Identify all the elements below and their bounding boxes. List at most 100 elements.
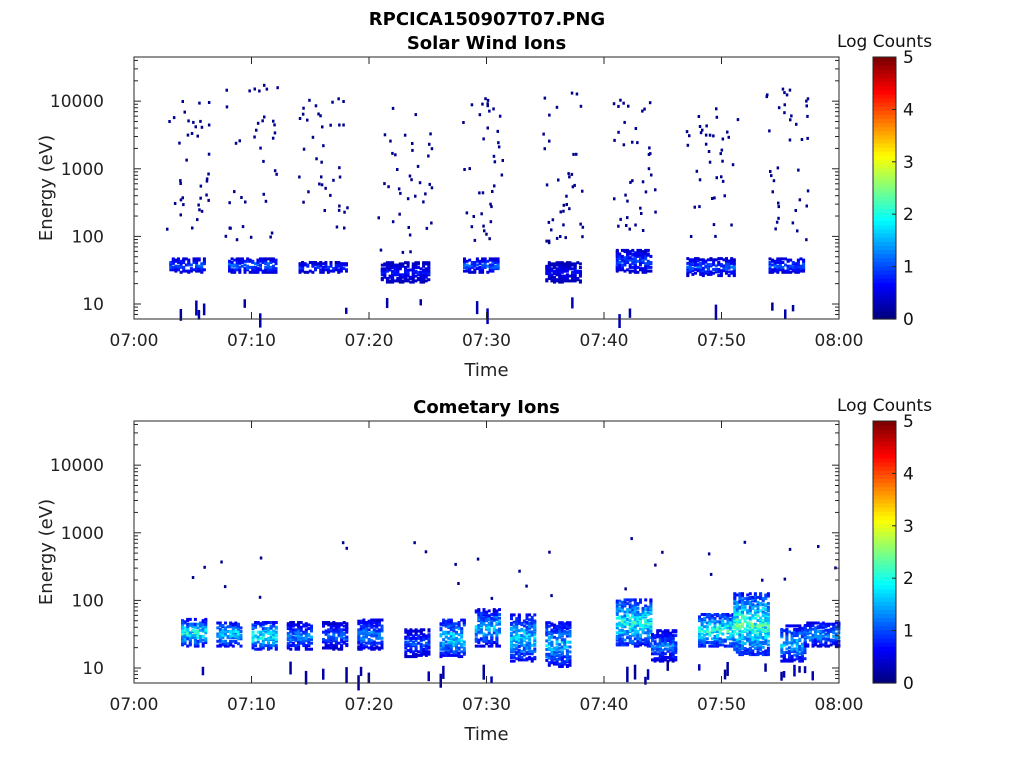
spectrogram-cell (558, 269, 562, 273)
spectrogram-cell (713, 639, 717, 643)
spectrogram-cell (563, 262, 567, 266)
spectrogram-cell (821, 621, 825, 625)
spectrogram-cell (718, 631, 722, 635)
colorbar-segment (873, 81, 896, 87)
spectrogram-cell (770, 174, 773, 178)
spectrogram-cell (477, 641, 481, 644)
spectrogram-cell (663, 634, 667, 638)
spectrogram-cell (207, 152, 211, 156)
spectrogram-cell (674, 634, 678, 638)
spectrogram-cell (658, 629, 662, 633)
spectrogram-cell (803, 648, 807, 652)
spectrogram-cell (570, 91, 574, 95)
spectrogram-cell (492, 627, 496, 631)
spectrogram-cell (651, 635, 654, 639)
spectrogram-cell (404, 635, 408, 639)
colorbar-segment (873, 61, 896, 66)
spectrogram-cell (558, 643, 562, 647)
spectrogram-cell (383, 182, 386, 186)
spectrogram-cell (235, 265, 239, 269)
spectrogram-cell (372, 621, 376, 624)
spectrogram-cell (419, 649, 423, 652)
spectrogram-cell (191, 622, 195, 626)
spectrogram-cell (196, 134, 199, 138)
spectrogram-cell (195, 264, 199, 268)
spectrogram-cell (712, 263, 716, 267)
spectrogram-cell (297, 621, 301, 624)
spectrogram-cell (324, 621, 328, 624)
spectrogram-cell (545, 655, 549, 659)
spectrogram-cell (191, 576, 195, 579)
spectrogram-cell (560, 261, 564, 265)
colorbar-tick-label: 1 (903, 258, 914, 278)
colorbar-segment (873, 646, 896, 651)
spectrogram-cell (717, 260, 721, 264)
panel-title: Cometary Ions (413, 397, 560, 418)
spectrogram-cell (618, 615, 622, 619)
burst-cells (463, 257, 500, 325)
spectrogram-cell (565, 278, 569, 282)
spectrogram-cell (710, 614, 714, 618)
spectrogram-cell (322, 638, 325, 641)
spectrogram-cell (362, 621, 366, 624)
spectrogram-cell (671, 647, 675, 651)
x-tick-label: 07:30 (462, 695, 511, 715)
spectrogram-cell (548, 550, 551, 554)
spectrogram-cell (491, 268, 495, 272)
spectrogram-cell (174, 268, 178, 272)
spectrogram-cell (196, 636, 200, 640)
colorbar-segment (873, 290, 896, 296)
spectrogram-cell (761, 603, 765, 607)
colorbar-segment (873, 228, 896, 234)
spectrogram-cell (644, 631, 648, 635)
spectrogram-cell (751, 595, 755, 599)
spectrogram-cell (641, 606, 645, 610)
spectrogram-cell (788, 646, 791, 650)
spectrogram-cell (581, 189, 584, 193)
spectrogram-cell (329, 635, 333, 639)
spectrogram-cell (483, 257, 487, 261)
spectrogram-cell (196, 218, 199, 222)
spectrogram-cell (761, 619, 765, 622)
spectrogram-cell (340, 638, 344, 641)
spectrogram-cell (816, 621, 820, 625)
spectrogram-cell (733, 645, 737, 649)
spectrogram-cell (495, 642, 499, 646)
spectrogram-cell (340, 622, 344, 626)
spectrogram-cell (618, 314, 621, 329)
spectrogram-cell (332, 644, 336, 648)
spectrogram-cell (329, 642, 333, 646)
spectrogram-cell (780, 659, 784, 663)
spectrogram-cell (698, 632, 701, 636)
spectrogram-cell (563, 640, 567, 644)
spectrogram-cell (686, 271, 690, 275)
spectrogram-cell (357, 638, 361, 641)
spectrogram-cell (649, 152, 652, 156)
spectrogram-cell (409, 639, 413, 643)
spectrogram-cell (234, 630, 238, 633)
spectrogram-cell (723, 194, 726, 198)
spectrogram-cell (370, 630, 374, 634)
spectrogram-cell (530, 643, 534, 647)
spectrogram-cell (735, 623, 739, 627)
spectrogram-cell (784, 257, 787, 261)
spectrogram-cell (485, 626, 489, 630)
spectrogram-cell (741, 622, 744, 626)
spectrogram-cell (746, 628, 750, 632)
spectrogram-cell (751, 622, 755, 626)
spectrogram-cell (301, 112, 305, 116)
spectrogram-cell (486, 102, 489, 106)
spectrogram-cell (370, 633, 374, 637)
spectrogram-cell (424, 634, 428, 638)
spectrogram-cell (345, 268, 348, 272)
spectrogram-cell (618, 639, 622, 643)
spectrogram-cell (302, 623, 306, 627)
spectrogram-cell (790, 657, 794, 661)
colorbar-label: Log Counts (837, 396, 932, 416)
spectrogram-cell (182, 203, 185, 207)
spectrogram-cell (733, 625, 737, 629)
spectrogram-cell (308, 269, 312, 273)
spectrogram-cell (729, 617, 732, 621)
